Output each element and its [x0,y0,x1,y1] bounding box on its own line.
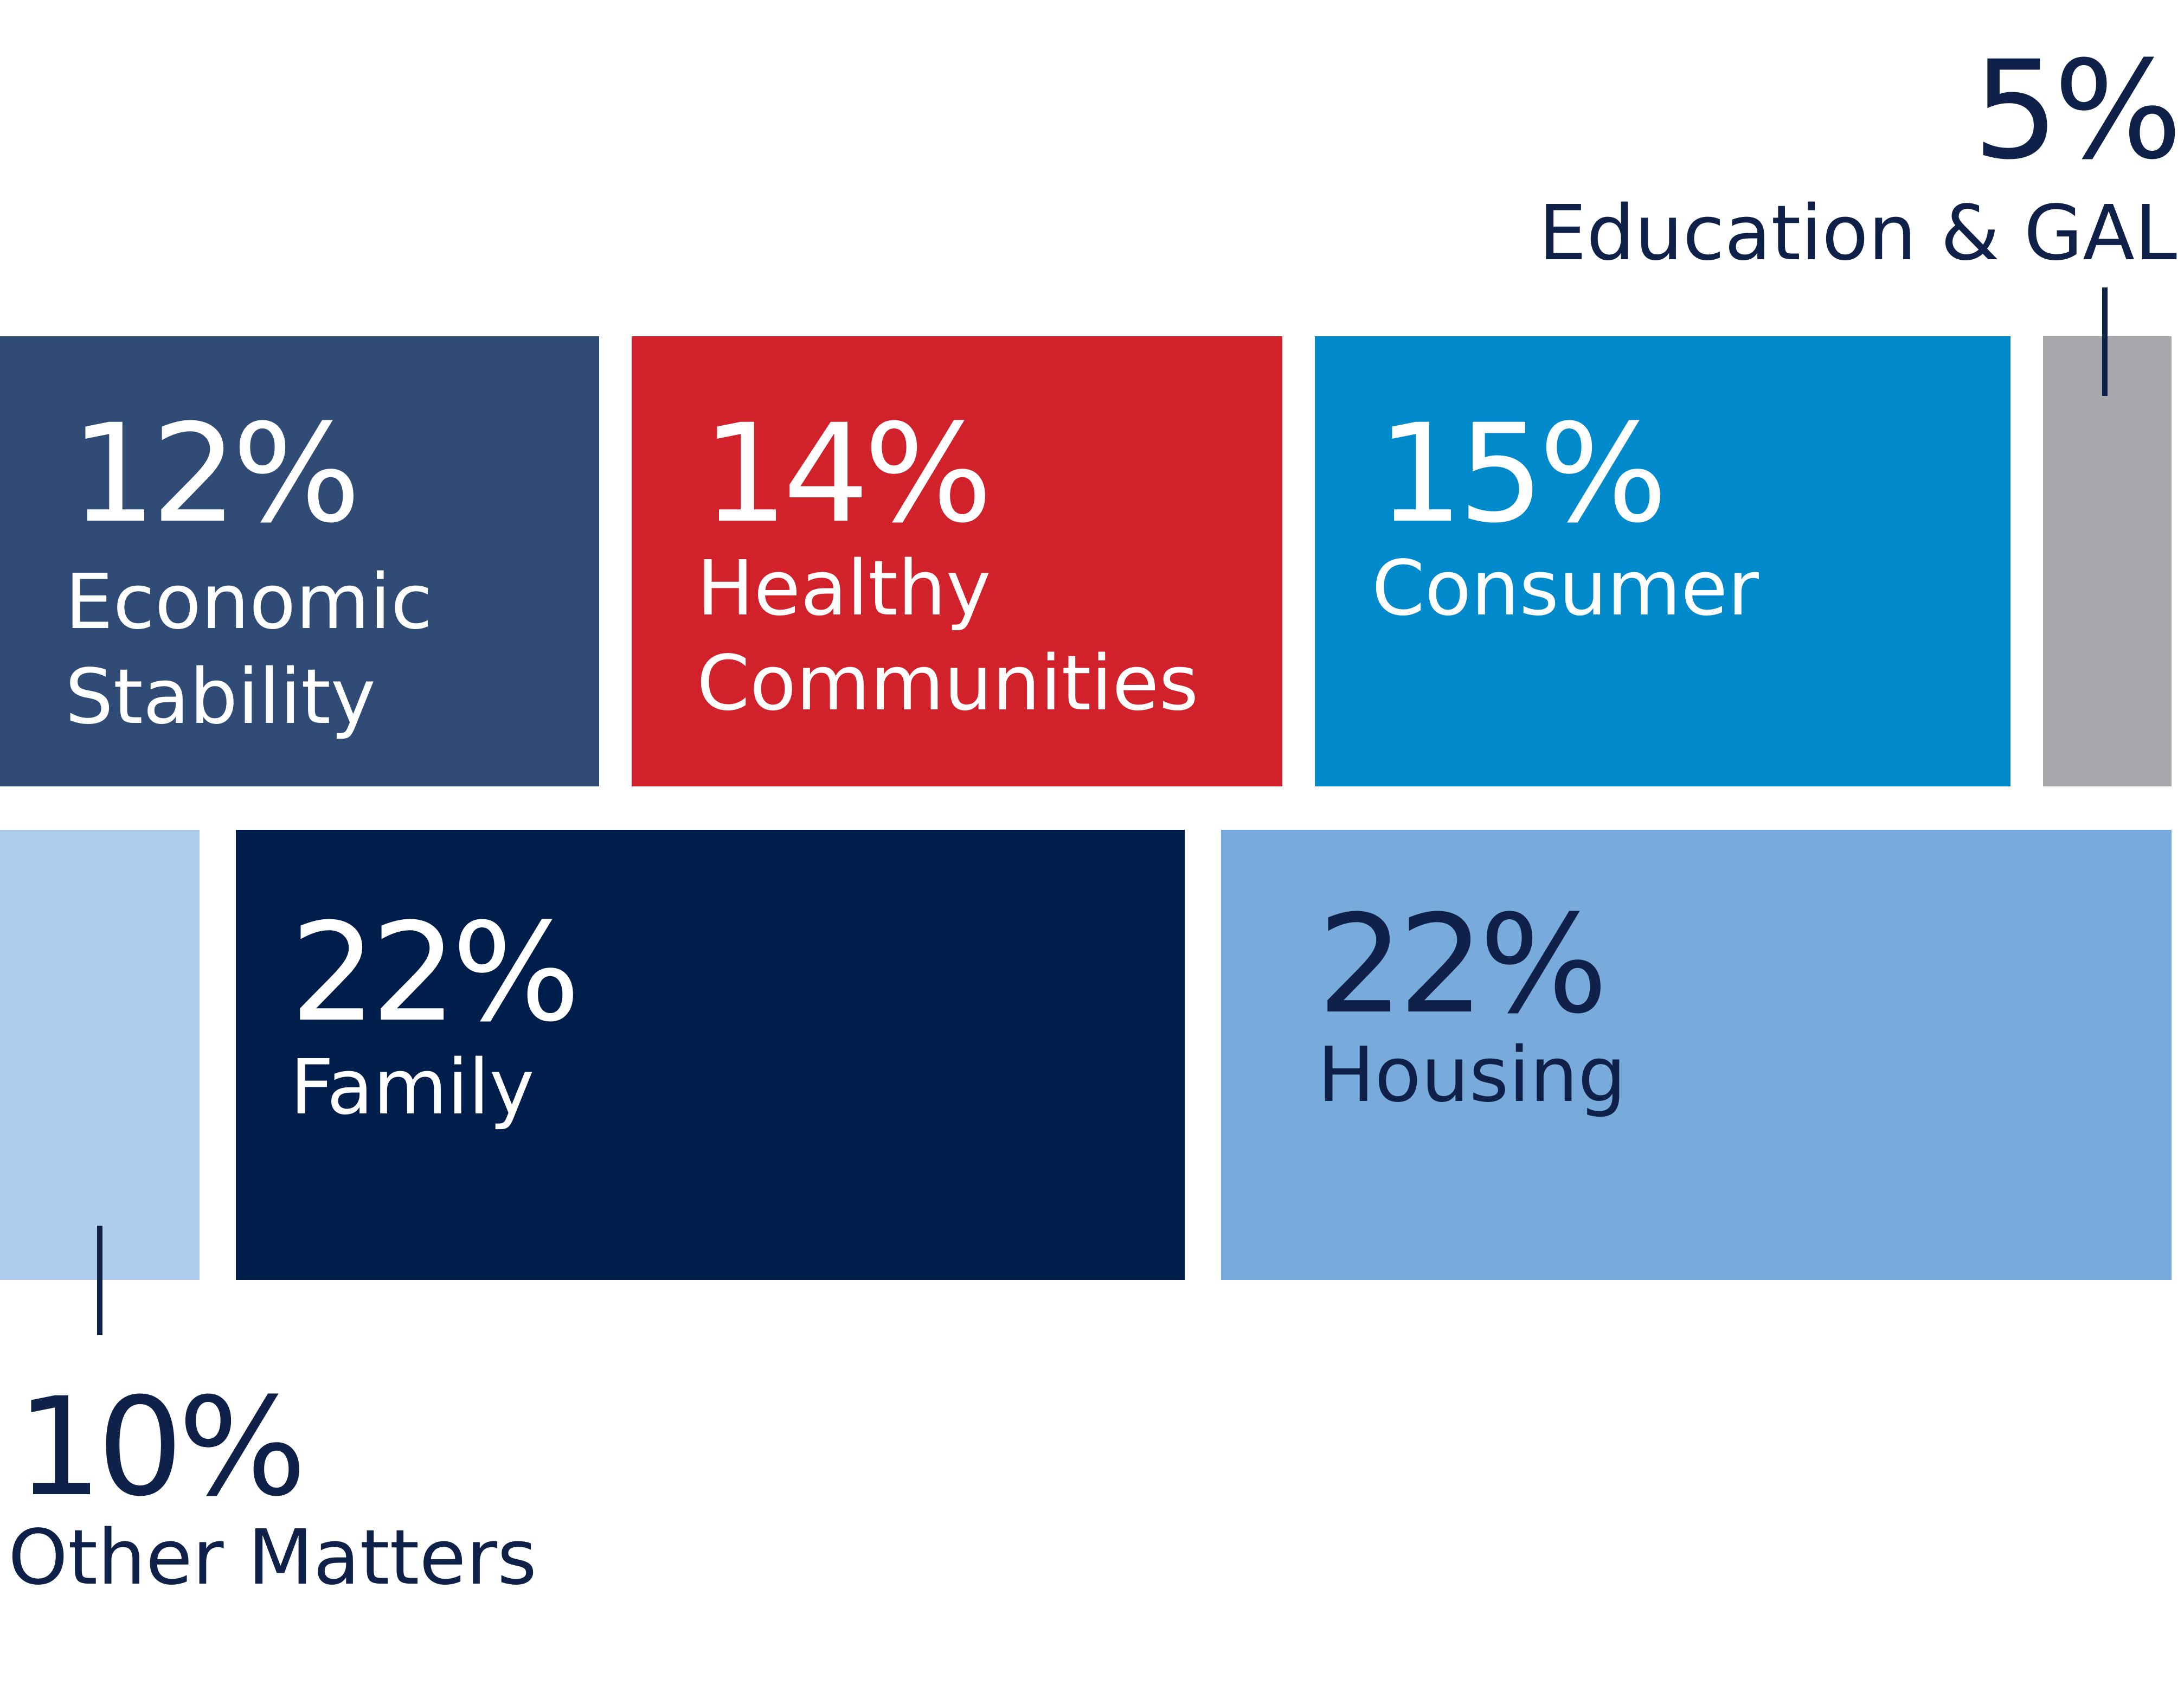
value-housing: 22% [1318,886,1603,1043]
tile-family [236,830,1185,1280]
label-healthy-communities: Healthy [697,545,991,633]
label-other-matters: Other Matters [8,1514,537,1602]
label-family: Family [290,1043,535,1132]
tile-economic-stability [0,336,599,786]
label-economic-stability: Economic [65,558,433,646]
label-education-gal: Education & GAL [1539,189,2177,278]
label-housing: Housing [1318,1031,1626,1119]
value-economic-stability: 12% [70,395,356,553]
value-consumer: 15% [1377,395,1662,553]
value-family: 22% [290,894,575,1052]
tile-consumer [1315,336,2010,786]
tile-education-gal [2043,336,2172,786]
tile-healthy-communities [632,336,1282,786]
value-other-matters: 10% [16,1368,301,1526]
label-economic-stability-2: Stability [65,653,376,741]
value-education-gal: 5% [1973,31,2177,189]
label-healthy-communities-2: Communities [697,639,1198,728]
value-healthy-communities: 14% [702,395,987,553]
label-consumer: Consumer [1372,545,1759,633]
tile-housing [1221,830,2172,1280]
tile-other-matters [0,830,200,1280]
